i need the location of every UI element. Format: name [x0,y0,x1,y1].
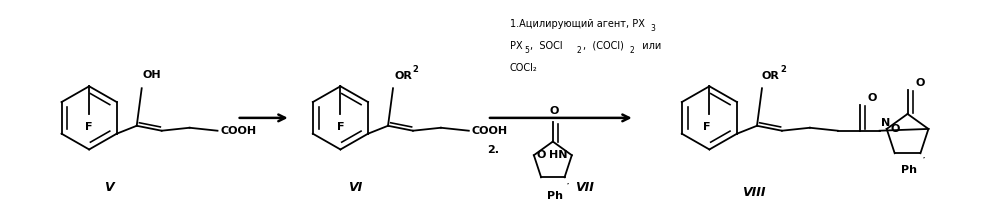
Text: O: O [890,124,900,134]
Text: 5: 5 [524,46,529,55]
Text: VII: VII [575,181,594,194]
Text: O: O [868,93,877,103]
Text: F: F [337,122,345,132]
Text: COCl₂: COCl₂ [510,62,538,73]
Text: V: V [105,181,114,194]
Text: 2.: 2. [487,145,499,155]
Text: ,  SOCl: , SOCl [530,41,563,51]
Text: или: или [635,41,661,51]
Text: VIII: VIII [743,186,766,199]
Text: ′′: ′′ [922,156,925,162]
Text: Ph: Ph [547,191,563,201]
Text: F: F [702,122,710,132]
Text: OR: OR [762,71,780,81]
Text: 1.Ацилирующий агент, PX: 1.Ацилирующий агент, PX [510,19,644,29]
Text: 2: 2 [577,46,582,55]
Text: O: O [549,106,559,116]
Text: COOH: COOH [220,126,257,136]
Text: N: N [880,118,889,128]
Text: HN: HN [550,150,568,160]
Text: O: O [537,150,546,160]
Text: COOH: COOH [472,126,508,136]
Text: 2: 2 [412,66,418,74]
Text: PX: PX [510,41,523,51]
Text: 3: 3 [650,24,655,33]
Text: OR: OR [394,71,412,81]
Text: ′′: ′′ [567,182,570,188]
Text: Ph: Ph [901,165,917,175]
Text: 2: 2 [780,66,786,74]
Text: O: O [915,78,925,88]
Text: VI: VI [349,181,363,194]
Text: ,  (COCl): , (COCl) [583,41,623,51]
Text: F: F [86,122,93,132]
Text: OH: OH [142,70,161,80]
Text: 2: 2 [629,46,634,55]
